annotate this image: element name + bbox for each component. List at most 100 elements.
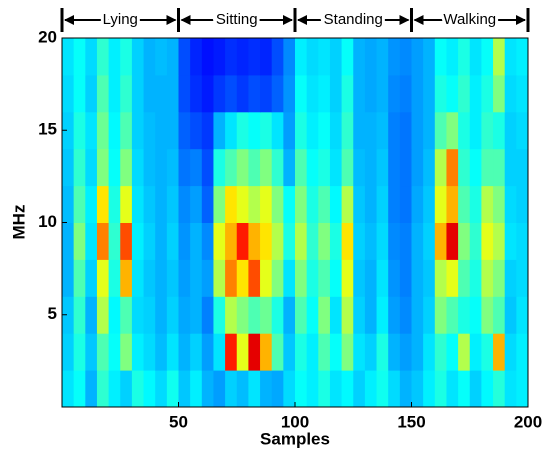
heatmap-cell [411, 333, 424, 371]
heatmap-cell [376, 296, 389, 334]
heatmap-cell [271, 38, 284, 76]
heatmap-cell [423, 333, 436, 371]
heatmap-cell [376, 74, 389, 113]
heatmap-cell [155, 74, 168, 113]
heatmap-cell [469, 185, 482, 223]
heatmap-cell [155, 259, 168, 297]
heatmap-cell [481, 111, 494, 150]
heatmap-cell [318, 333, 331, 371]
heatmap-cell [166, 333, 179, 371]
heatmap-cell [411, 148, 424, 187]
heatmap-cell [143, 259, 156, 297]
heatmap-cell [516, 370, 529, 408]
heatmap-cell [493, 74, 506, 113]
heatmap-cell [178, 74, 191, 113]
heatmap-cell [85, 148, 98, 187]
heatmap-cell [96, 74, 110, 113]
heatmap-cell [353, 259, 366, 297]
heatmap-cell [434, 333, 447, 371]
heatmap-cell [434, 74, 447, 113]
heatmap-cell [201, 38, 214, 76]
heatmap-cell [469, 259, 482, 297]
heatmap-cell [399, 296, 412, 334]
heatmap-cell [434, 148, 447, 187]
heatmap-cell [306, 222, 319, 260]
heatmap-cell [131, 74, 145, 113]
heatmap-cell [423, 370, 436, 408]
heatmap-cell [388, 333, 401, 371]
heatmap-cell [516, 38, 529, 76]
heatmap-cell [399, 38, 412, 76]
heatmap-cell [376, 38, 389, 76]
heatmap-cell [166, 111, 179, 150]
heatmap-cell [201, 148, 214, 187]
heatmap-cell [62, 370, 75, 408]
heatmap-cell [446, 370, 459, 408]
heatmap-cell [295, 333, 308, 371]
heatmap-cell [458, 111, 471, 150]
y-axis-label: MHz [9, 205, 28, 240]
heatmap-cell [388, 370, 401, 408]
heatmap-cell [493, 370, 506, 408]
heatmap-cell [318, 370, 331, 408]
heatmap-cell [73, 185, 86, 223]
y-tick-label: 15 [38, 120, 57, 139]
heatmap-cell [353, 111, 366, 150]
heatmap-cell [318, 38, 331, 76]
heatmap-cell [364, 370, 378, 408]
heatmap-cell [481, 74, 494, 113]
y-tick-label: 20 [38, 27, 57, 46]
heatmap-cell [178, 222, 191, 260]
heatmap-cell [178, 333, 191, 371]
heatmap-cell [469, 333, 482, 371]
heatmap-cell [318, 222, 331, 260]
heatmap-cell [260, 185, 273, 223]
heatmap-cell [434, 185, 447, 223]
heatmap-cell [143, 148, 156, 187]
heatmap-cell [329, 333, 343, 371]
heatmap-cell [201, 111, 214, 150]
x-tick-label: 50 [169, 412, 188, 431]
heatmap-cell [271, 111, 284, 150]
heatmap-cell [376, 185, 389, 223]
heatmap-cell [213, 259, 226, 297]
heatmap-cell [143, 38, 156, 76]
heatmap-cell [364, 222, 378, 260]
heatmap-cell [96, 222, 110, 260]
heatmap-cell [376, 148, 389, 187]
heatmap-cell [225, 296, 238, 334]
heatmap-cell [399, 185, 412, 223]
heatmap-cell [190, 333, 203, 371]
heatmap-cell [306, 333, 319, 371]
heatmap-cell [364, 296, 378, 334]
heatmap-cell [504, 370, 517, 408]
heatmap-cell [481, 296, 494, 334]
heatmap-cell [388, 296, 401, 334]
heatmap-cell [236, 370, 249, 408]
heatmap-cell [329, 148, 343, 187]
heatmap-cell [295, 185, 308, 223]
heatmap-cell [260, 259, 273, 297]
heatmap-cell [155, 148, 168, 187]
heatmap-cell [178, 185, 191, 223]
heatmap-cell [283, 111, 296, 150]
heatmap-cell [62, 111, 75, 150]
heatmap-cell [120, 222, 133, 260]
heatmap-cell [411, 74, 424, 113]
heatmap-cell [458, 148, 471, 187]
heatmap-cell [504, 333, 517, 371]
heatmap-cell [260, 111, 273, 150]
heatmap-cell [493, 222, 506, 260]
heatmap-cell [399, 222, 412, 260]
heatmap-cell [143, 185, 156, 223]
heatmap-cell [318, 74, 331, 113]
heatmap-cell [493, 148, 506, 187]
heatmap-cell [248, 370, 261, 408]
heatmap-cell [85, 111, 98, 150]
heatmap-cell [260, 148, 273, 187]
heatmap-cell [85, 259, 98, 297]
heatmap-cell [260, 370, 273, 408]
heatmap-cell [143, 370, 156, 408]
heatmap-cell [423, 259, 436, 297]
